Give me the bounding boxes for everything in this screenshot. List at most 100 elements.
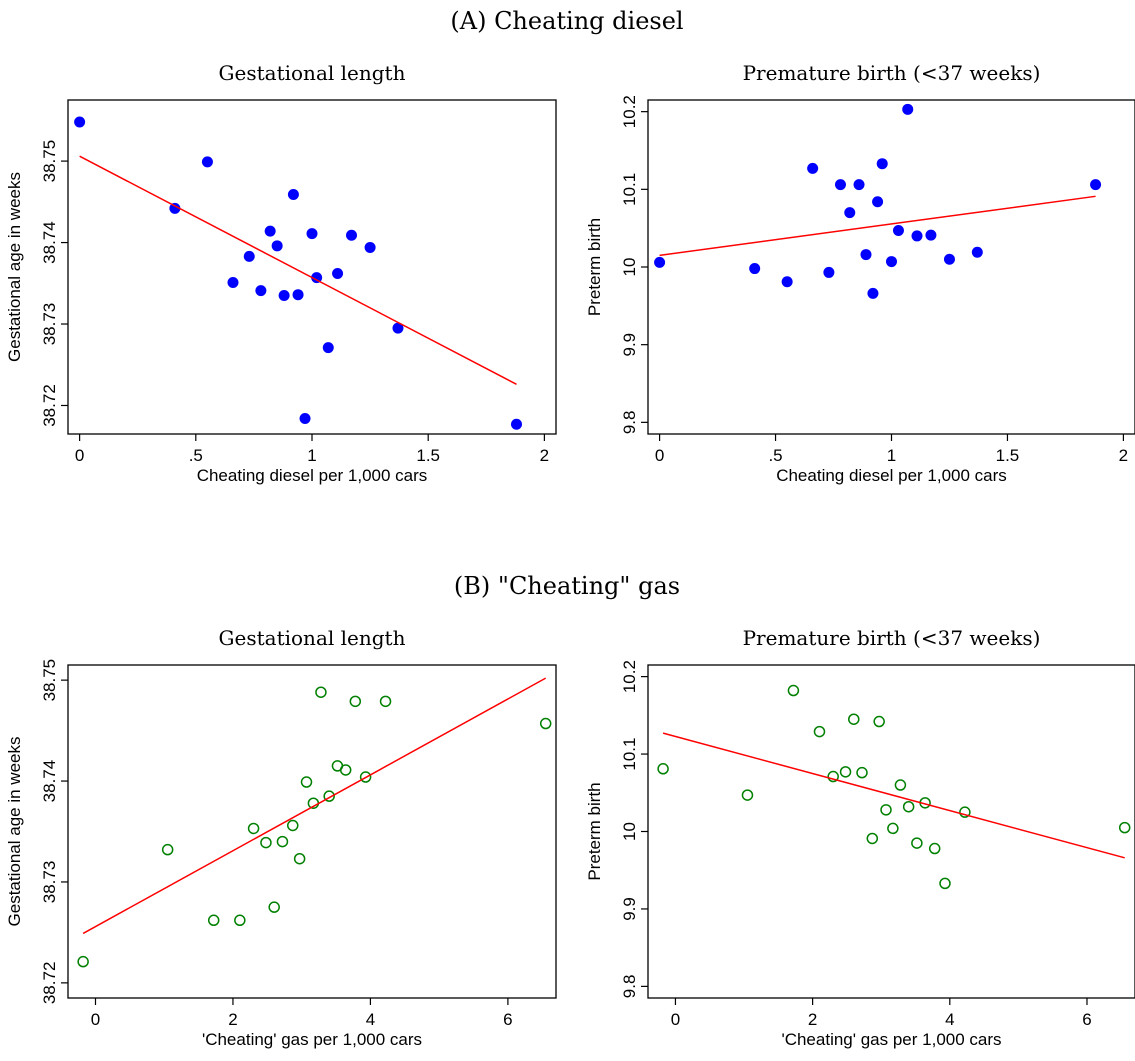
y-tick-label: 38.74 <box>40 760 59 803</box>
x-tick-label: 4 <box>945 1010 954 1029</box>
data-point <box>866 832 879 845</box>
x-tick-label: 1 <box>307 446 316 465</box>
panel-title-a: (A) Cheating diesel <box>450 7 683 35</box>
data-point <box>807 162 819 174</box>
data-point <box>654 256 666 268</box>
plot-frame <box>647 664 1135 999</box>
data-point <box>813 725 826 738</box>
data-point <box>943 253 955 265</box>
x-tick-label: 1.5 <box>996 446 1020 465</box>
data-point <box>392 322 404 334</box>
data-point <box>243 250 255 262</box>
data-point <box>741 789 754 801</box>
fit-line <box>79 155 517 385</box>
x-tick-label: .5 <box>189 446 203 465</box>
y-tick-label: 38.73 <box>40 861 59 904</box>
x-tick-label: 2 <box>228 1010 237 1029</box>
data-point <box>823 266 835 278</box>
x-tick-label: 2 <box>1119 446 1128 465</box>
data-point <box>323 790 335 802</box>
x-axis-label: Cheating diesel per 1,000 cars <box>197 466 428 485</box>
x-tick-label: 1.5 <box>416 446 440 465</box>
data-point <box>161 843 174 856</box>
data-point <box>781 276 793 288</box>
data-point <box>268 901 280 913</box>
y-tick-label: 38.72 <box>40 962 59 1005</box>
data-point <box>880 804 892 816</box>
x-axis-label: 'Cheating' gas per 1,000 cars <box>781 1030 1001 1049</box>
panel-title-b: (B) "Cheating" gas <box>454 572 680 600</box>
fit-line <box>659 195 1096 257</box>
y-tick-label: 38.74 <box>40 221 59 264</box>
plot-frame <box>67 99 557 435</box>
data-point <box>971 246 983 258</box>
subplot-2: Premature birth (<37 weeks) 0 .5 1 1.5 2 Cheat… <box>585 61 1135 485</box>
subplot-title: Gestational length <box>219 61 406 85</box>
y-tick-label: 9.8 <box>620 411 639 435</box>
data-point <box>74 116 86 128</box>
data-point <box>227 276 239 288</box>
x-tick-label: 2 <box>808 1010 817 1029</box>
data-point <box>255 285 267 297</box>
y-tick-label: 38.75 <box>40 140 59 183</box>
data-point <box>848 713 860 725</box>
data-point <box>749 263 761 275</box>
subplot-1: Gestational length 0 .5 1 1.5 2 Cheating diese… <box>5 61 557 485</box>
data-point <box>201 156 213 168</box>
y-tick-label: 38.72 <box>40 384 59 427</box>
data-point <box>894 779 907 791</box>
y-tick-label: 10.2 <box>620 660 639 693</box>
y-tick-label: 10.2 <box>620 95 639 128</box>
data-point <box>332 268 344 280</box>
data-point <box>287 188 299 200</box>
data-point <box>315 686 327 698</box>
data-point <box>346 229 358 241</box>
y-axis-label: Gestational age in weeks <box>5 172 24 362</box>
data-point <box>207 914 220 927</box>
data-point <box>510 418 522 430</box>
subplot-title: Gestational length <box>219 626 406 650</box>
data-point <box>887 822 899 835</box>
data-point <box>860 249 872 261</box>
data-point <box>856 766 868 779</box>
data-point <box>247 822 260 835</box>
data-point <box>657 763 669 775</box>
data-point <box>339 764 352 776</box>
data-point <box>911 230 923 242</box>
data-point <box>787 684 800 697</box>
data-point <box>169 202 181 214</box>
data-point <box>834 179 846 191</box>
subplot-title: Premature birth (<37 weeks) <box>743 626 1041 650</box>
data-point <box>306 228 318 240</box>
data-point <box>299 413 311 425</box>
data-point <box>264 225 276 237</box>
x-tick-label: 6 <box>1082 1010 1091 1029</box>
data-point <box>349 695 362 708</box>
x-tick-label: 0 <box>91 1010 100 1029</box>
data-point <box>925 229 937 241</box>
data-point <box>844 207 856 219</box>
y-tick-label: 10 <box>620 258 639 277</box>
data-point <box>379 695 392 708</box>
y-tick-label: 9.8 <box>620 975 639 999</box>
data-point <box>293 852 306 865</box>
data-point <box>276 835 289 848</box>
x-tick-label: 0 <box>655 446 664 465</box>
data-point <box>311 272 323 284</box>
data-point <box>886 256 897 268</box>
data-point <box>939 877 951 890</box>
y-tick-label: 10.1 <box>620 173 639 206</box>
x-tick-label: 6 <box>503 1010 512 1029</box>
data-point <box>1118 821 1131 834</box>
x-tick-label: 2 <box>540 446 549 465</box>
data-point <box>902 103 914 115</box>
y-axis-label: Preterm birth <box>585 782 604 880</box>
data-point <box>839 766 852 778</box>
y-tick-label: 9.9 <box>620 897 639 921</box>
data-point <box>77 955 89 968</box>
y-axis-label: Preterm birth <box>585 218 604 316</box>
y-axis-label: Gestational age in weeks <box>5 737 24 927</box>
y-tick-label: 38.73 <box>40 303 59 346</box>
data-point <box>928 842 941 855</box>
